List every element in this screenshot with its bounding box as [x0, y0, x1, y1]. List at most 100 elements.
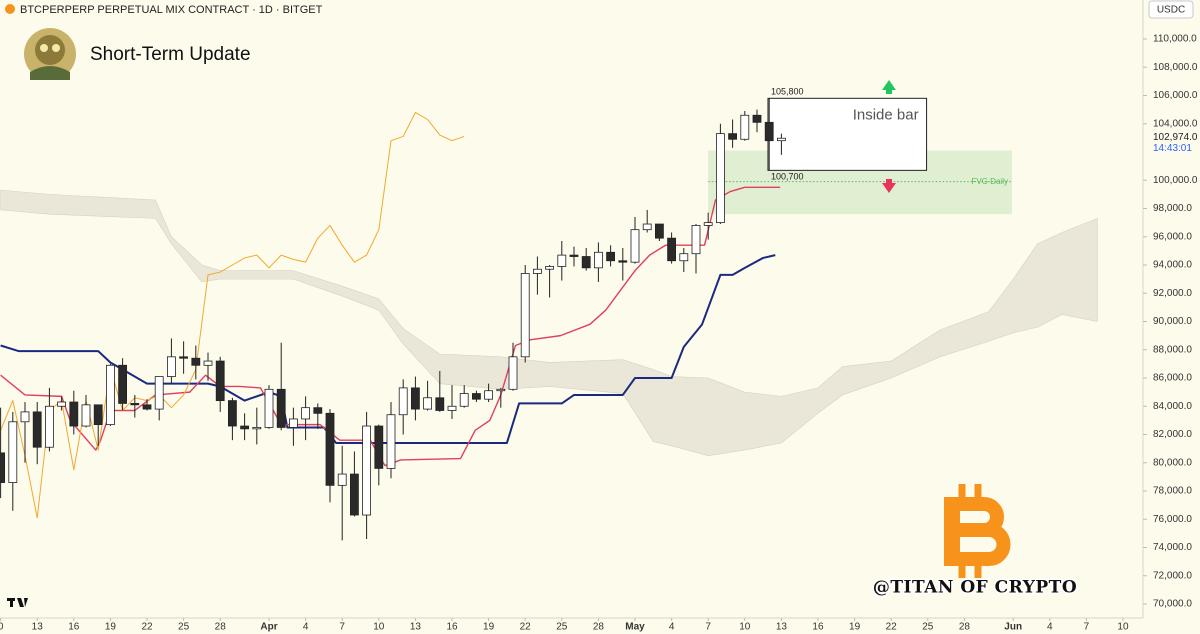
x-tick-label: 13 — [776, 622, 788, 633]
candle-body — [533, 268, 542, 274]
logo-bars — [958, 484, 982, 578]
box-high-label: 105,800 — [771, 87, 804, 97]
candle-body — [423, 397, 433, 410]
candle-body — [679, 253, 689, 262]
x-tick-label: 28 — [215, 622, 227, 633]
x-tick-label: 13 — [32, 622, 44, 633]
y-tick-label: 96,000.0 — [1153, 231, 1192, 242]
currency-badge — [1148, 0, 1194, 19]
x-tick-label: 16 — [68, 622, 80, 633]
symbol-title: BTCPERPERP PERPETUAL MIX CONTRACT · 1D ·… — [20, 4, 323, 16]
candle-body — [654, 223, 664, 239]
candle-body — [642, 223, 652, 231]
candle-body — [32, 411, 42, 448]
candle-body — [776, 137, 786, 142]
last-price-label: 102,974.0 — [1153, 132, 1198, 143]
tv-logo — [7, 598, 28, 607]
cloud-layer — [0, 189, 1098, 457]
candle-body — [520, 273, 530, 358]
candle-body — [715, 133, 725, 224]
candle-body — [740, 114, 750, 140]
candle-body — [435, 397, 445, 411]
candle-body — [630, 229, 640, 263]
candle-body — [374, 425, 384, 469]
indicator-line — [0, 254, 776, 444]
candle-body — [581, 256, 591, 269]
indicator-line — [0, 111, 465, 519]
candle-body — [459, 393, 469, 407]
candle-body — [484, 390, 494, 400]
avatar-face — [35, 35, 65, 65]
candle-body — [362, 425, 372, 516]
candle-body — [215, 360, 225, 402]
candle-body — [20, 411, 30, 423]
candle-body — [618, 260, 628, 263]
y-tick-label: 108,000.0 — [1153, 62, 1198, 73]
avatar-body — [30, 66, 70, 80]
candle-body — [752, 114, 762, 123]
x-tick-label: 22 — [520, 622, 532, 633]
candle-body — [325, 412, 335, 486]
inside-bar-box — [767, 97, 928, 171]
y-tick-label: 100,000.0 — [1153, 175, 1198, 186]
logo-lower-bowl — [944, 523, 1011, 566]
y-tick-label: 90,000.0 — [1153, 316, 1192, 327]
candle-body — [350, 473, 359, 516]
countdown: 14:43:01 — [1153, 143, 1192, 154]
candle-body — [130, 403, 140, 406]
x-tick-label: 25 — [556, 622, 568, 633]
candle-body — [398, 387, 408, 416]
candle-body — [594, 251, 603, 269]
candle-body — [179, 356, 189, 359]
candle-body — [606, 251, 616, 262]
candle-body — [203, 360, 213, 366]
candle-body — [8, 421, 18, 483]
candle-layer — [0, 98, 786, 541]
x-tick-label: 16 — [446, 622, 458, 633]
last-price-tag — [1144, 129, 1200, 153]
y-tick-label: 70,000.0 — [1153, 599, 1192, 610]
candle-body — [252, 427, 262, 430]
candle-body — [557, 254, 567, 267]
post-title: Short-Term Update — [90, 44, 251, 65]
candle-body — [81, 404, 91, 427]
candle-body — [447, 405, 457, 411]
candle-body — [240, 425, 250, 430]
bitcoin-logo — [944, 484, 1011, 578]
currency: USDC — [1157, 5, 1185, 16]
x-tick-label: 13 — [410, 622, 422, 633]
candle-body — [93, 404, 103, 426]
x-tick-label: 10 — [739, 622, 751, 633]
avatar-eye — [40, 44, 48, 52]
candle-body — [496, 388, 506, 392]
price-axis-panel — [1143, 0, 1200, 634]
candle-body — [508, 356, 518, 390]
fvg-label: FVG Daily — [972, 177, 1008, 186]
y-tick-label: 80,000.0 — [1153, 457, 1192, 468]
candle-body — [228, 400, 237, 427]
candle-body — [472, 393, 481, 400]
tv-logo-part — [24, 598, 28, 607]
x-tick-label: 28 — [959, 622, 971, 633]
down-arrow — [882, 179, 896, 193]
candle-body — [142, 404, 152, 410]
annotation-layer: 105,800 100,700 Inside bar — [771, 80, 919, 193]
x-tick-label: 0 — [0, 622, 4, 633]
up-arrow — [882, 80, 896, 94]
candle-body — [301, 407, 311, 420]
x-tick-label: 19 — [849, 622, 861, 633]
candle-body — [764, 121, 774, 142]
candle-body — [337, 473, 347, 486]
candle-body — [276, 388, 286, 428]
x-tick-label: 7 — [339, 622, 345, 633]
x-tick-label: 10 — [373, 622, 385, 633]
x-tick-label: Jun — [1004, 622, 1022, 633]
watermark: @TITAN OF CRYPTO — [873, 578, 1077, 598]
x-tick-label: 4 — [303, 622, 309, 633]
candle-body — [569, 254, 579, 257]
candle-body — [106, 364, 115, 426]
y-tick-label: 82,000.0 — [1153, 429, 1192, 440]
candle-body — [728, 133, 737, 140]
